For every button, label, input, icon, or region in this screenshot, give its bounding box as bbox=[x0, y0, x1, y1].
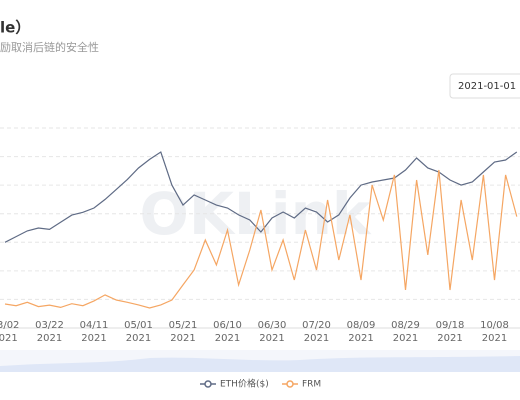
x-tick-year: 2021 bbox=[348, 333, 373, 344]
x-tick-year: 2021 bbox=[215, 333, 240, 344]
x-tick-label: 05/01 bbox=[124, 320, 153, 331]
series-line bbox=[4, 151, 518, 243]
legend-dot bbox=[286, 380, 294, 388]
x-tick-year: 2021 bbox=[81, 333, 106, 344]
x-tick-label: 07/20 bbox=[302, 320, 331, 331]
x-tick-year: 2021 bbox=[304, 333, 329, 344]
x-tick-label: 03/02 bbox=[0, 320, 19, 331]
x-tick-year: 2021 bbox=[437, 333, 462, 344]
series-line bbox=[4, 169, 518, 309]
x-tick-label: 08/09 bbox=[347, 320, 376, 331]
x-tick-label: 09/18 bbox=[436, 320, 465, 331]
x-tick-year: 2021 bbox=[259, 333, 284, 344]
legend-label: FRM bbox=[302, 380, 321, 390]
x-tick-label: 06/30 bbox=[258, 320, 287, 331]
x-tick-label: 05/21 bbox=[169, 320, 198, 331]
date-input-text: 2021-01-01 bbox=[458, 81, 516, 92]
x-tick-year: 2021 bbox=[126, 333, 151, 344]
x-tick-year: 2021 bbox=[37, 333, 62, 344]
x-tick-year: 2021 bbox=[482, 333, 507, 344]
x-tick-year: 2021 bbox=[170, 333, 195, 344]
subtitle: 励取消后链的安全性 bbox=[0, 40, 99, 54]
x-tick-label: 06/10 bbox=[213, 320, 242, 331]
legend-dot bbox=[204, 380, 212, 388]
x-tick-label: 04/11 bbox=[80, 320, 109, 331]
x-tick-year: 2021 bbox=[393, 333, 418, 344]
legend-label: ETH价格($) bbox=[220, 378, 269, 390]
date-input[interactable] bbox=[449, 73, 520, 99]
x-tick-year: 2021 bbox=[0, 333, 18, 344]
x-tick-label: 10/08 bbox=[480, 320, 509, 331]
page-title: le） bbox=[0, 19, 30, 37]
x-tick-label: 08/29 bbox=[391, 320, 420, 331]
x-tick-label: 03/22 bbox=[35, 320, 64, 331]
navigator-area bbox=[0, 356, 520, 372]
